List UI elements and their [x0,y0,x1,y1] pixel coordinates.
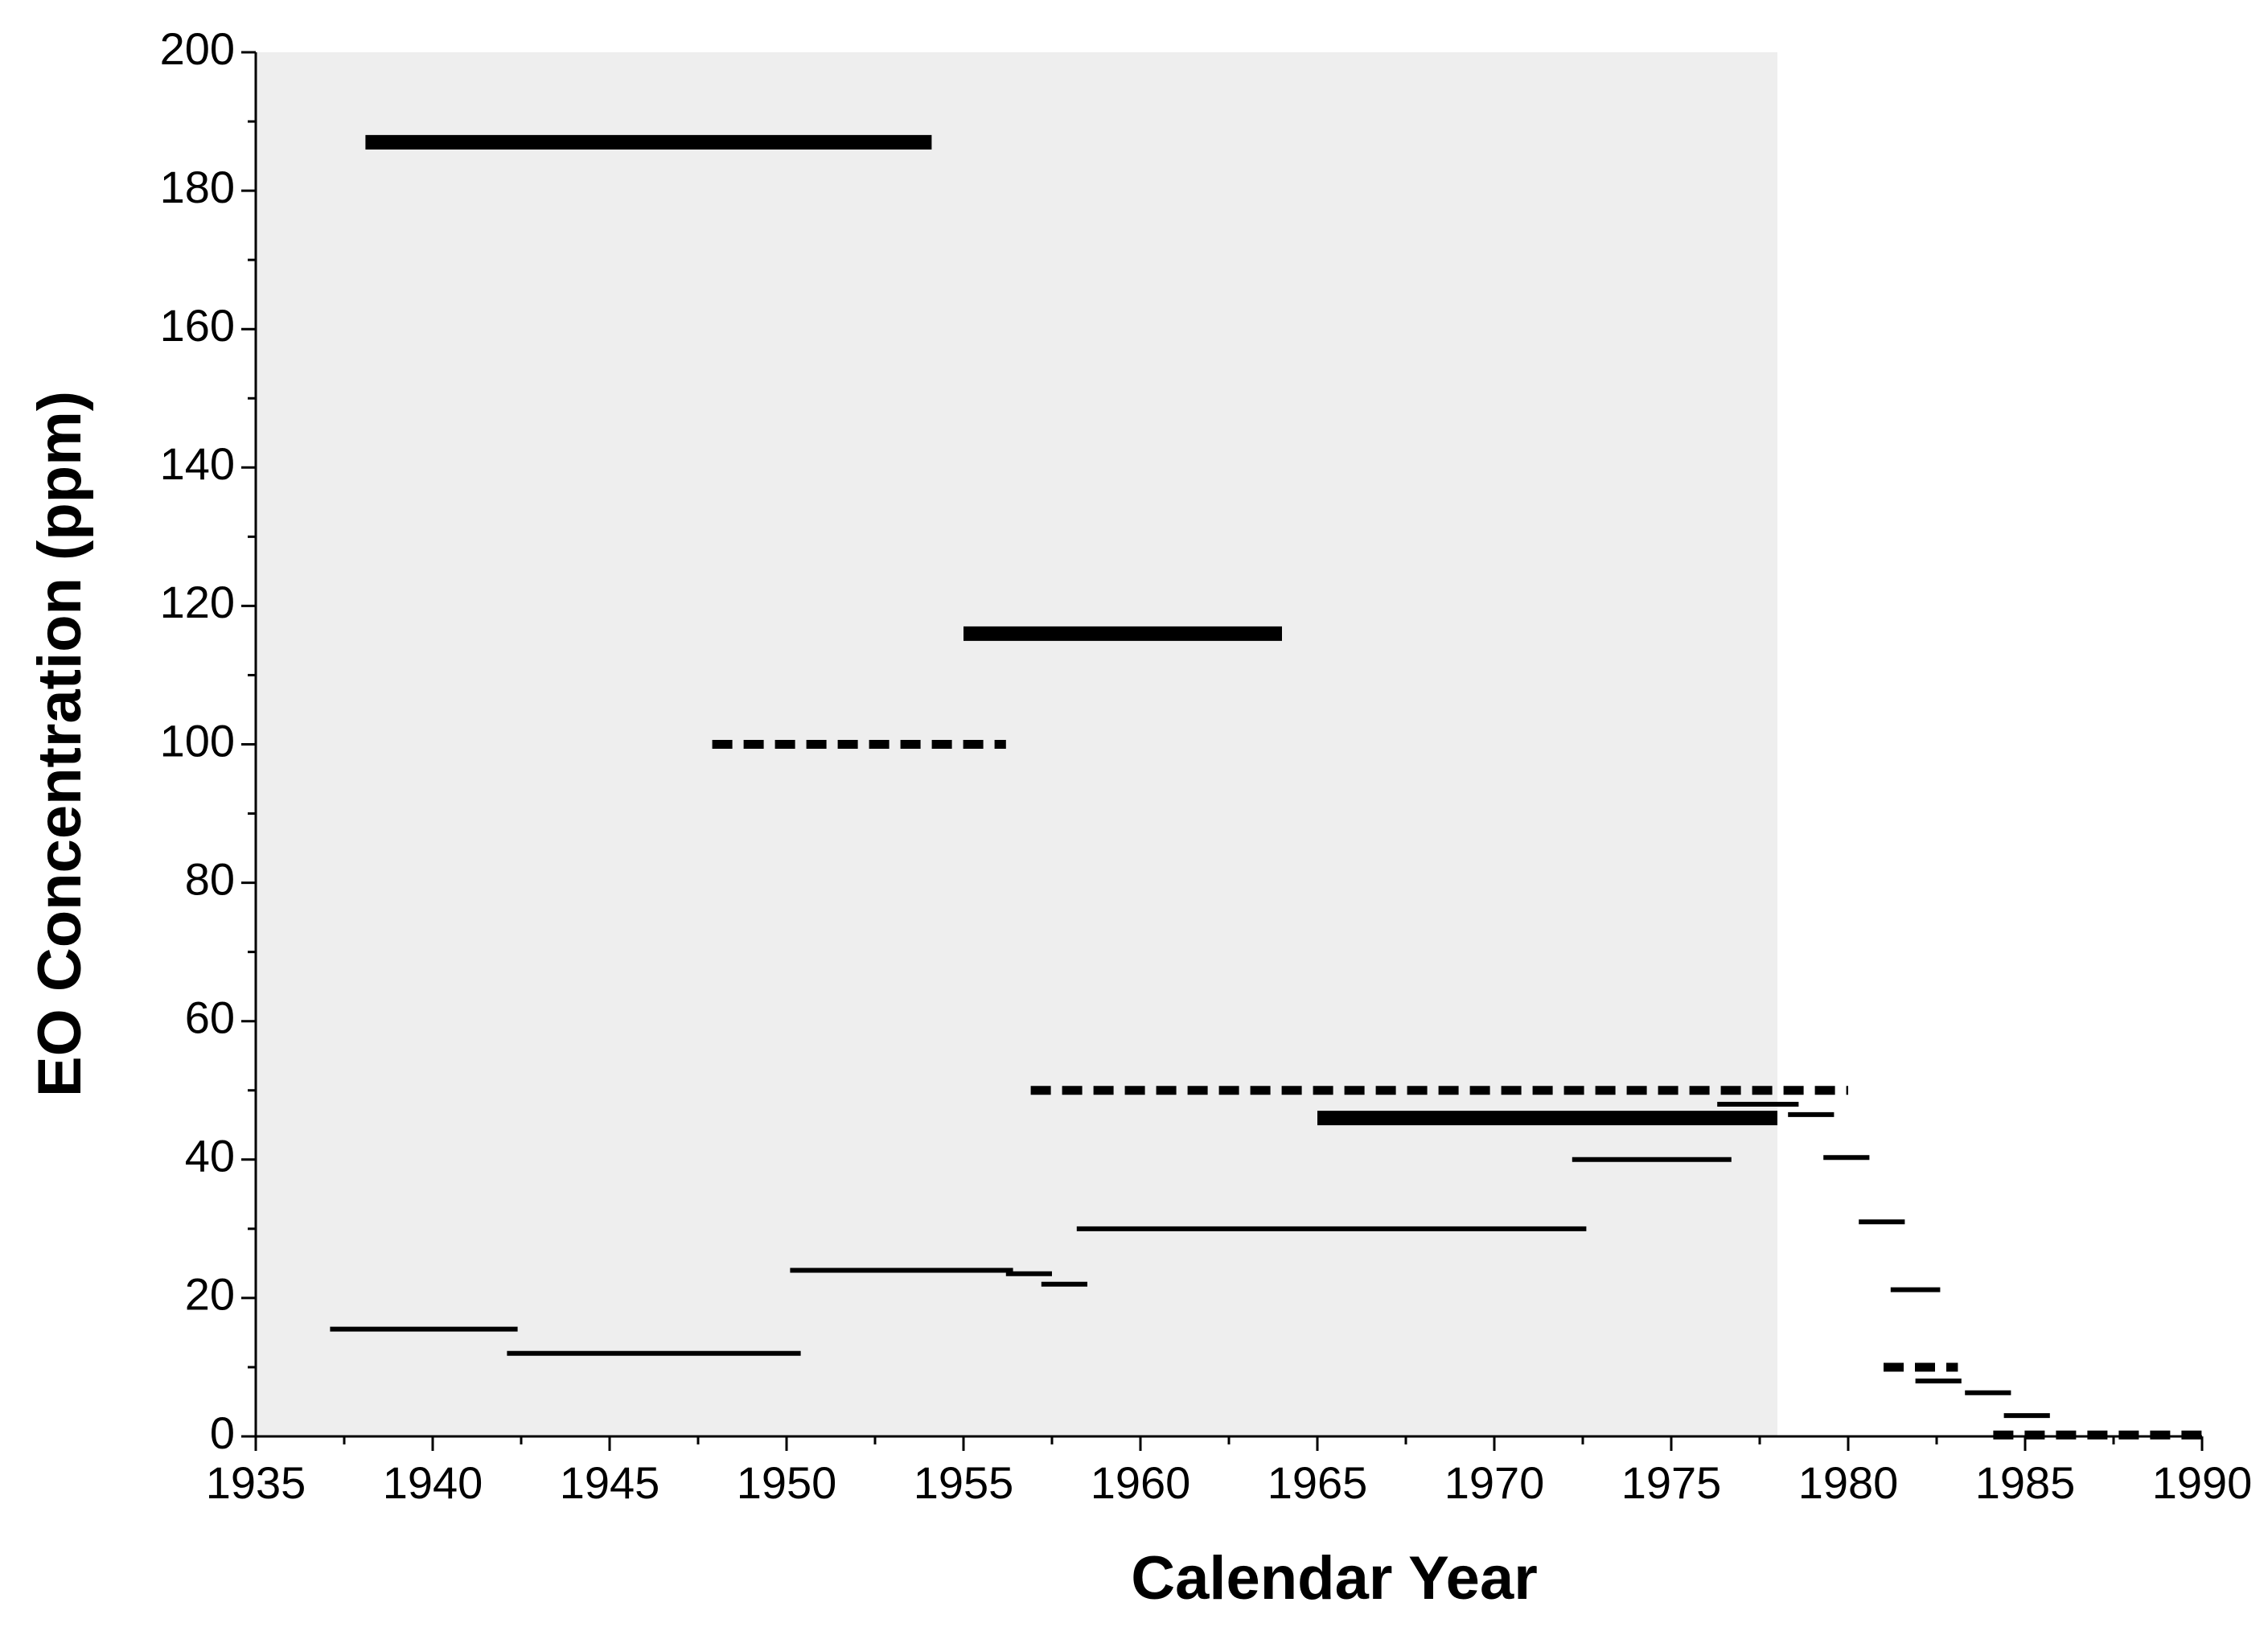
y-tick-label: 200 [160,23,235,74]
x-tick-label: 1955 [914,1457,1014,1508]
y-axis-title: EO Concentration (ppm) [26,391,94,1097]
y-tick-label: 180 [160,162,235,212]
y-tick-label: 0 [210,1407,235,1458]
y-tick-label: 80 [185,853,235,904]
x-tick-label: 1985 [1975,1457,2076,1508]
y-tick-label: 60 [185,992,235,1042]
x-tick-label: 1945 [560,1457,660,1508]
y-tick-label: 120 [160,577,235,627]
x-tick-label: 1950 [737,1457,837,1508]
x-tick-label: 1960 [1091,1457,1191,1508]
x-tick-label: 1970 [1444,1457,1545,1508]
y-tick-label: 160 [160,300,235,351]
x-tick-label: 1940 [383,1457,483,1508]
y-tick-label: 140 [160,438,235,489]
x-axis-title: Calendar Year [1131,1544,1538,1613]
shaded-region [256,52,1777,1436]
x-tick-label: 1990 [2152,1457,2253,1508]
y-tick-label: 40 [185,1131,235,1181]
y-tick-label: 100 [160,715,235,766]
x-tick-label: 1965 [1268,1457,1368,1508]
x-tick-label: 1975 [1621,1457,1722,1508]
x-tick-label: 1935 [206,1457,306,1508]
y-tick-label: 20 [185,1269,235,1320]
x-tick-label: 1980 [1798,1457,1899,1508]
